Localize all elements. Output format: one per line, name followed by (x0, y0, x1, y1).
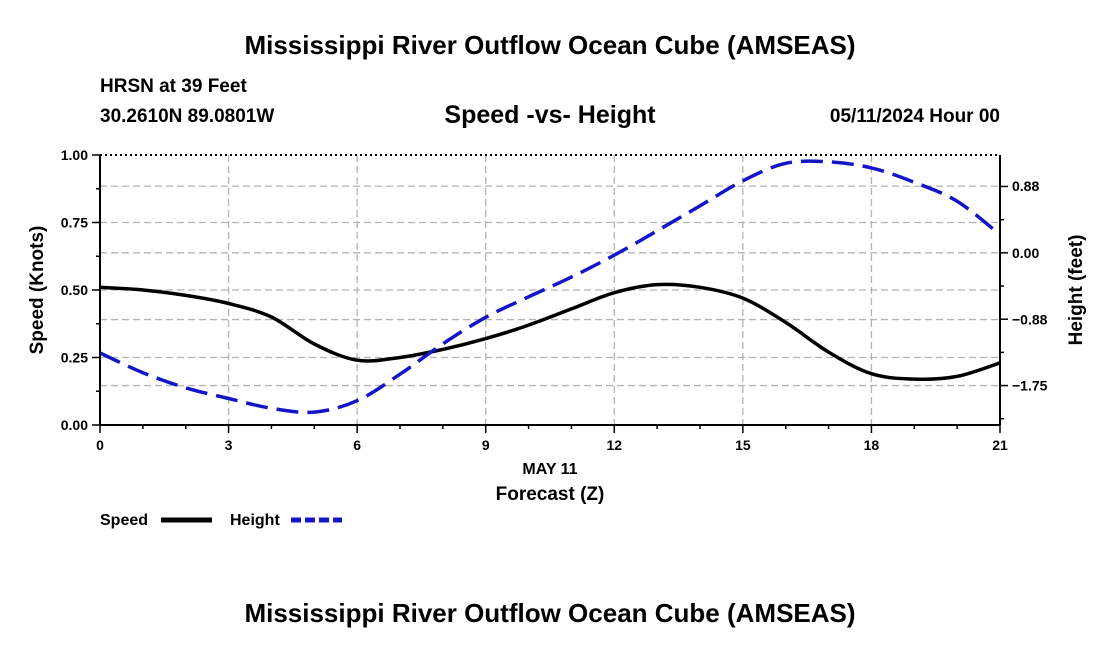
y-left-tick-label: 0.00 (61, 417, 88, 433)
y-left-tick-label: 0.25 (61, 350, 88, 366)
footer-title: Mississippi River Outflow Ocean Cube (AM… (244, 598, 856, 628)
x-tick-label: 12 (606, 437, 622, 453)
series-lines (99, 159, 1002, 415)
x-tick-label: 9 (482, 437, 490, 453)
y-axis-right-title: Height (feet) (1066, 235, 1087, 346)
station-label: HRSN at 39 Feet (100, 76, 247, 97)
y-right-tick-label: 0.00 (1012, 245, 1039, 261)
forecast-datetime: 05/11/2024 Hour 00 (829, 106, 1000, 127)
x-tick-label: 6 (353, 437, 361, 453)
legend-speed-label: Speed (100, 512, 148, 529)
x-axis-title: Forecast (Z) (496, 484, 605, 505)
axis-labels: MAY 11 Forecast (Z) Speed (Knots) Height… (27, 226, 1087, 505)
x-date-label: MAY 11 (522, 461, 577, 478)
y-right-tick-label: −1.75 (1012, 378, 1048, 394)
legend-height-label: Height (230, 512, 280, 529)
height-series-line (99, 159, 1002, 415)
coordinates-label: 30.2610N 89.0801W (100, 106, 275, 127)
y-right-tick-label: −0.88 (1012, 312, 1048, 328)
y-left-tick-label: 0.75 (61, 215, 88, 231)
x-tick-label: 3 (225, 437, 233, 453)
y-right-tick-label: 0.88 (1012, 178, 1039, 194)
chart-title: Mississippi River Outflow Ocean Cube (AM… (244, 30, 856, 60)
speed-series-line (99, 282, 1001, 382)
y-left-tick-label: 0.50 (61, 282, 88, 298)
grid-lines (100, 155, 1000, 425)
axes: 0 3 6 9 12 15 18 21 0.00 0.25 0.50 0.75 1.00 0.88 0.00… (61, 147, 1048, 453)
legend: Speed Height (100, 512, 342, 529)
chart-subtitle: Speed -vs- Height (444, 101, 656, 129)
y-left-tick-label: 1.00 (61, 147, 88, 163)
x-tick-label: 0 (96, 437, 104, 453)
x-tick-label: 15 (735, 437, 751, 453)
x-tick-label: 18 (864, 437, 880, 453)
y-axis-left-title: Speed (Knots) (27, 226, 48, 355)
x-tick-label: 21 (992, 437, 1008, 453)
